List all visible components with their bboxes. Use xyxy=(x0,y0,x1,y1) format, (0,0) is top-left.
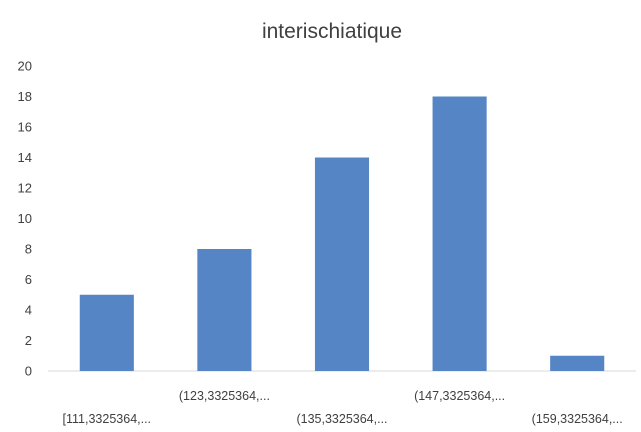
bar xyxy=(550,355,605,371)
y-tick-label: 18 xyxy=(18,89,32,104)
x-tick-label: (135,3325364,... xyxy=(296,412,387,426)
y-tick-label: 4 xyxy=(25,303,32,318)
y-tick-label: 0 xyxy=(25,364,32,379)
bars xyxy=(79,96,605,371)
y-tick-label: 12 xyxy=(18,181,32,196)
bar xyxy=(432,96,487,371)
bar xyxy=(197,249,252,371)
bar xyxy=(314,157,370,371)
x-tick-label: [111,3325364,... xyxy=(63,412,152,426)
bar xyxy=(79,294,134,371)
x-tick-label: (147,3325364,... xyxy=(414,389,505,403)
y-tick-label: 2 xyxy=(25,333,32,348)
chart-title: interischiatique xyxy=(262,20,402,43)
x-tick-label: (123,3325364,... xyxy=(179,389,270,403)
x-axis-labels: [111,3325364,... (123,3325364,... (135,332… xyxy=(63,389,623,426)
y-axis-ticks: 0 2 4 6 8 10 12 14 16 18 20 xyxy=(18,59,32,379)
y-tick-label: 6 xyxy=(25,272,32,287)
y-tick-label: 10 xyxy=(18,211,32,226)
x-tick-label: (159,3325364,... xyxy=(532,412,623,426)
y-tick-label: 20 xyxy=(18,59,32,74)
y-tick-label: 14 xyxy=(18,150,32,165)
y-tick-label: 8 xyxy=(25,242,32,257)
y-tick-label: 16 xyxy=(18,120,32,135)
